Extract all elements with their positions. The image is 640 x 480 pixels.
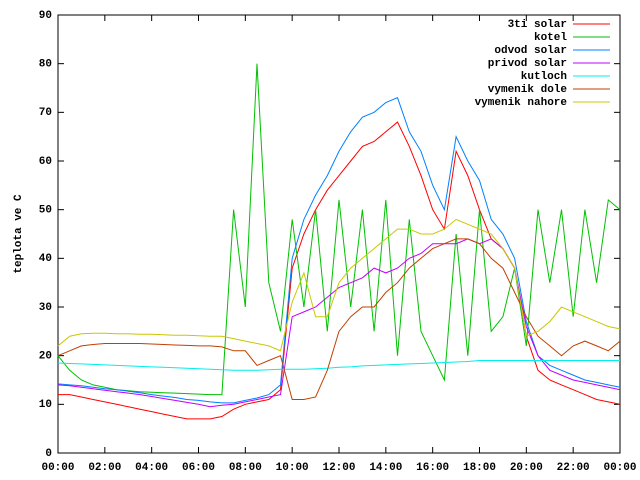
x-tick-label: 20:00 [510,462,543,474]
x-tick-label: 06:00 [182,462,215,474]
x-tick-label: 14:00 [369,462,402,474]
x-tick-label: 04:00 [135,462,168,474]
y-tick-label: 60 [39,156,52,168]
y-axis-label: teplota ve C [13,194,25,274]
series-line [58,121,621,420]
y-tick-label: 40 [39,253,52,265]
x-tick-label: 22:00 [557,462,590,474]
series-line [57,218,621,352]
legend-label: odvod solar [494,45,567,57]
legend-label: kotel [534,32,567,44]
x-tick-label: 16:00 [416,462,449,474]
x-tick-label: 12:00 [322,462,355,474]
legend-label: vymenik nahore [475,97,568,109]
legend-label: kutloch [521,71,567,83]
x-tick-label: 18:00 [463,462,496,474]
y-tick-label: 10 [39,399,52,411]
x-tick-label: 10:00 [276,462,309,474]
legend-label: privod solar [488,58,567,70]
y-tick-label: 50 [39,205,52,217]
y-tick-label: 30 [39,302,52,314]
y-tick-label: 90 [39,10,52,22]
series-line [57,238,621,400]
y-tick-label: 0 [45,448,52,460]
legend-label: vymenik dole [488,84,568,96]
series-line [57,238,621,408]
legend-label: 3ti solar [508,19,567,31]
x-tick-label: 08:00 [229,462,262,474]
series-line [57,63,621,396]
x-tick-label: 00:00 [603,462,636,474]
y-tick-label: 20 [39,351,52,363]
series-line [57,360,620,371]
series-line [57,97,621,404]
y-tick-label: 70 [39,107,52,119]
x-tick-label: 02:00 [88,462,121,474]
x-tick-label: 00:00 [41,462,74,474]
y-tick-label: 80 [39,59,52,71]
